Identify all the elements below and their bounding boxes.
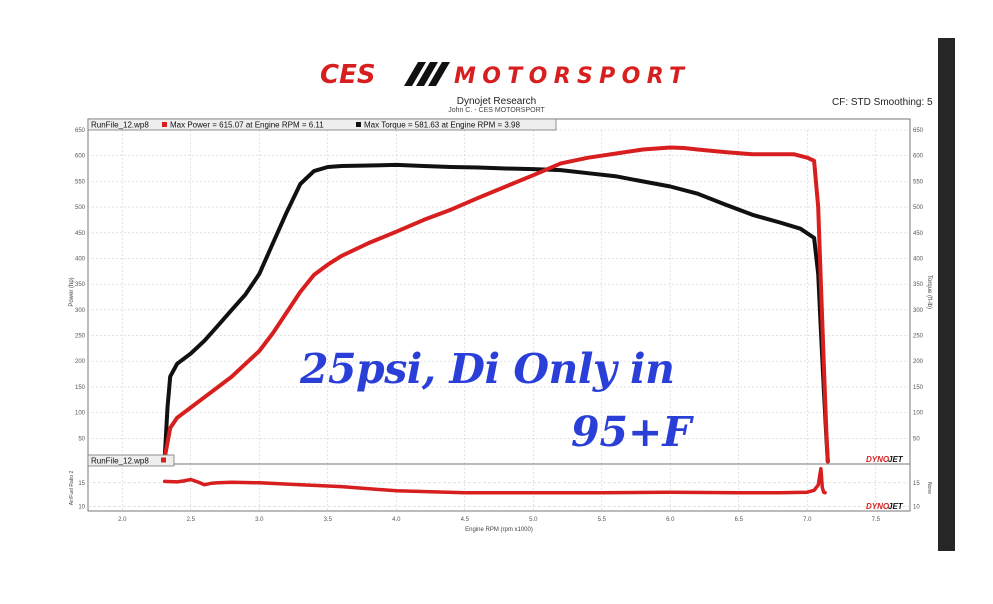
dynojet-brand-bottom-right: JET	[888, 502, 904, 511]
afr-right-axis-label: None	[926, 482, 932, 494]
power-y-tick-label: 400	[75, 256, 86, 262]
power-y-tick-label: 550	[75, 179, 86, 185]
rpm-x-tick-label: 3.0	[255, 517, 264, 523]
power-y-tick-label: 150	[75, 385, 86, 391]
logo-text-motorsport: MOTORSPORT	[454, 64, 686, 89]
power-y-tick-label: 350	[75, 282, 86, 288]
rpm-x-tick-label: 7.0	[803, 517, 812, 523]
dynojet-brand-bottom-left: DYNO	[866, 502, 890, 511]
power-y-tick-label: 250	[75, 334, 86, 340]
dynojet-brand-top-left: DYNO	[866, 455, 890, 464]
annotation-line-2: 95+F	[571, 408, 692, 456]
power-y-tick-label: 600	[75, 154, 86, 160]
rpm-x-tick-label: 5.5	[598, 517, 607, 523]
correction-factor-text: CF: STD Smoothing: 5	[832, 97, 933, 108]
rpm-x-tick-label: 4.5	[461, 517, 470, 523]
afr-y-tick-label: 10	[78, 504, 85, 510]
torque-y-tick-label: 50	[913, 436, 920, 442]
afr-legend-box	[87, 454, 175, 467]
rpm-x-tick-label: 4.0	[392, 517, 401, 523]
rpm-x-tick-label: 2.0	[118, 517, 127, 523]
power-y-tick-label: 50	[78, 436, 85, 442]
torque-y-tick-label: 350	[913, 282, 924, 288]
legend-file-name: RunFile_12.wp8	[91, 121, 149, 130]
power-series-line	[162, 145, 830, 464]
chart-title: Dynojet Research	[456, 96, 537, 107]
power-y-tick-label: 500	[75, 205, 86, 211]
torque-y-tick-label: 300	[913, 308, 924, 314]
power-y-tick-label: 450	[75, 231, 86, 237]
torque-series-line	[162, 162, 830, 464]
rpm-x-tick-label: 2.5	[187, 517, 196, 523]
afr-right-y-tick-label: 10	[913, 504, 920, 510]
torque-y-tick-label: 650	[913, 128, 924, 134]
torque-y-tick-label: 400	[913, 256, 924, 262]
power-y-tick-label: 650	[75, 128, 86, 134]
logo-text-ces: CES	[320, 60, 376, 90]
logo-slashes-icon	[404, 62, 450, 86]
rpm-axis-label: Engine RPM (rpm x1000)	[465, 527, 533, 533]
afr-series-line	[162, 466, 827, 495]
dynojet-brand-top-right: JET	[888, 455, 904, 464]
legend-power-entry: Max Power = 615.07 at Engine RPM = 6.11	[170, 121, 324, 130]
legend-torque-entry: Max Torque = 581.63 at Engine RPM = 3.98	[364, 121, 521, 130]
rpm-x-ticks: 2.0 2.5 3.0 3.5 4.0 4.5 5.0 5.5 6.0 6.5 7.0 7.5	[118, 517, 881, 523]
power-panel-frame	[87, 118, 911, 465]
rpm-x-tick-label: 7.5	[872, 517, 881, 523]
torque-y-tick-label: 150	[913, 385, 924, 391]
power-grid	[88, 129, 910, 464]
torque-y-tick-label: 600	[913, 154, 924, 160]
afr-axis-label: Air/Fuel Ratio 2	[69, 471, 75, 506]
power-axis-label: Power (hp)	[69, 277, 75, 306]
torque-y-tick-label: 550	[913, 179, 924, 185]
legend-power-swatch	[162, 122, 167, 127]
power-y-tick-label: 100	[75, 411, 86, 417]
rpm-x-tick-label: 3.5	[324, 517, 333, 523]
torque-y-tick-label: 500	[913, 205, 924, 211]
torque-y-ticks: 50 100 150 200 250 300 350 400 450 500 550 600 650	[913, 128, 924, 442]
torque-y-tick-label: 200	[913, 359, 924, 365]
power-y-ticks: 50 100 150 200 250 300 350 400 450 500 550 600 650	[75, 128, 86, 442]
rpm-x-tick-label: 6.5	[735, 517, 744, 523]
afr-y-ticks: 10 10 15 15	[78, 481, 920, 511]
torque-axis-label: Torque (ft-lb)	[926, 275, 932, 309]
afr-legend-swatch	[161, 457, 166, 463]
power-y-tick-label: 300	[75, 308, 86, 314]
afr-y-tick-label: 15	[78, 481, 85, 487]
legend-torque-swatch	[356, 122, 361, 127]
torque-y-tick-label: 100	[913, 411, 924, 417]
rpm-x-tick-label: 5.0	[529, 517, 538, 523]
annotation-line-1: 25psi, Di Only in	[300, 345, 675, 393]
afr-panel-frame	[87, 463, 911, 512]
afr-legend-file-name: RunFile_12.wp8	[91, 457, 149, 466]
chart-subtitle: John C. - CES MOTORSPORT	[448, 107, 545, 114]
torque-y-tick-label: 250	[913, 334, 924, 340]
afr-right-y-tick-label: 15	[913, 481, 920, 487]
power-legend-box	[87, 118, 557, 131]
torque-y-tick-label: 450	[913, 231, 924, 237]
power-y-tick-label: 200	[75, 359, 86, 365]
rpm-x-tick-label: 6.0	[666, 517, 675, 523]
ces-motorsport-logo: CES MOTORSPORT	[320, 60, 686, 90]
screen-edge-bar	[938, 38, 955, 551]
